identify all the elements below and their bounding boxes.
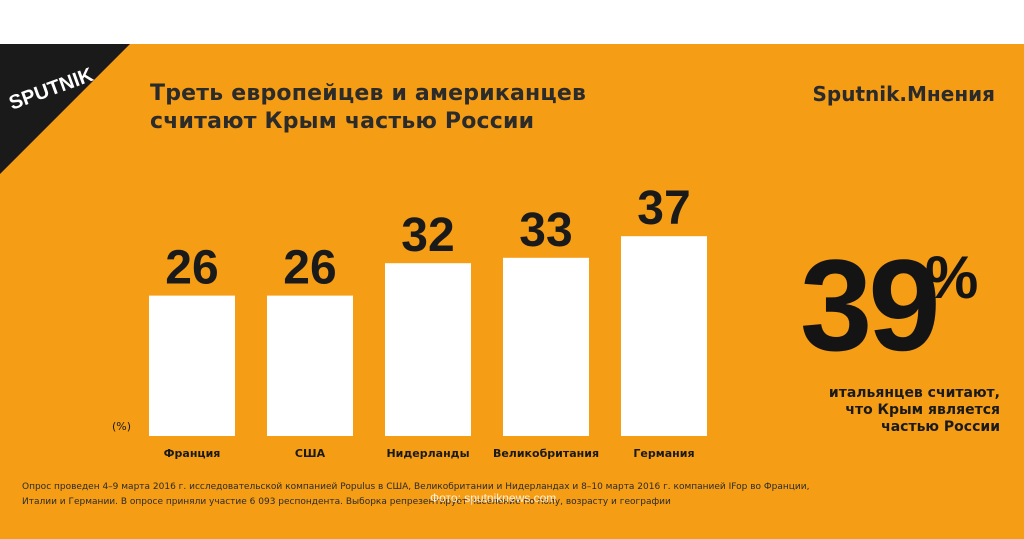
sputnik-logo-icon: SPUTNIK — [0, 44, 130, 174]
bar-1 — [149, 295, 235, 436]
bar-2 — [267, 295, 353, 436]
highlight-percent-sign: % — [925, 244, 979, 311]
bars-group: 26 Франция 26 США 32 Нидерланды 33 Великобритан… — [149, 182, 707, 460]
bar-4 — [503, 257, 589, 436]
category-label-5: Германия — [633, 447, 694, 460]
headline-line-2: считают Крым частью России — [150, 109, 535, 134]
headline-line-1: Треть европейцев и американцев — [150, 81, 587, 106]
bar-5 — [621, 236, 707, 436]
highlight-caption: итальянцев считают, что Крым является ча… — [790, 385, 1000, 436]
bar-value-label-5: 37 — [637, 182, 690, 235]
top-white-strip — [0, 0, 1024, 44]
highlight-value: 39 — [800, 232, 941, 378]
category-label-4: Великобритания — [493, 447, 599, 460]
bar-value-label-3: 32 — [401, 209, 454, 262]
footnote-line-1: Опрос проведен 4–9 марта 2016 г. исследо… — [22, 482, 810, 492]
category-label-3: Нидерланды — [386, 447, 469, 460]
headline: Треть европейцев и американцев считают К… — [150, 80, 710, 136]
category-label-2: США — [295, 447, 326, 460]
bar-value-label-1: 26 — [165, 242, 218, 295]
category-label-1: Франция — [164, 447, 221, 460]
footnote-line-2: Италии и Германии. В опросе приняли учас… — [22, 497, 671, 507]
highlight-caption-line-3: частью России — [881, 419, 1000, 435]
highlight-caption-line-2: что Крым является — [845, 402, 1000, 418]
survey-footnote: Опрос проведен 4–9 марта 2016 г. исследо… — [22, 480, 902, 510]
sputnik-opinions-label: Sputnik.Мнения — [812, 82, 995, 106]
bar-3 — [385, 263, 471, 436]
bar-value-label-4: 33 — [519, 204, 572, 257]
photo-credit-watermark: Фото: sputniknews.com — [430, 491, 557, 505]
bar-value-label-2: 26 — [283, 242, 336, 295]
highlight-caption-line-1: итальянцев считают, — [828, 385, 1000, 401]
unit-label: (%) — [112, 420, 131, 433]
